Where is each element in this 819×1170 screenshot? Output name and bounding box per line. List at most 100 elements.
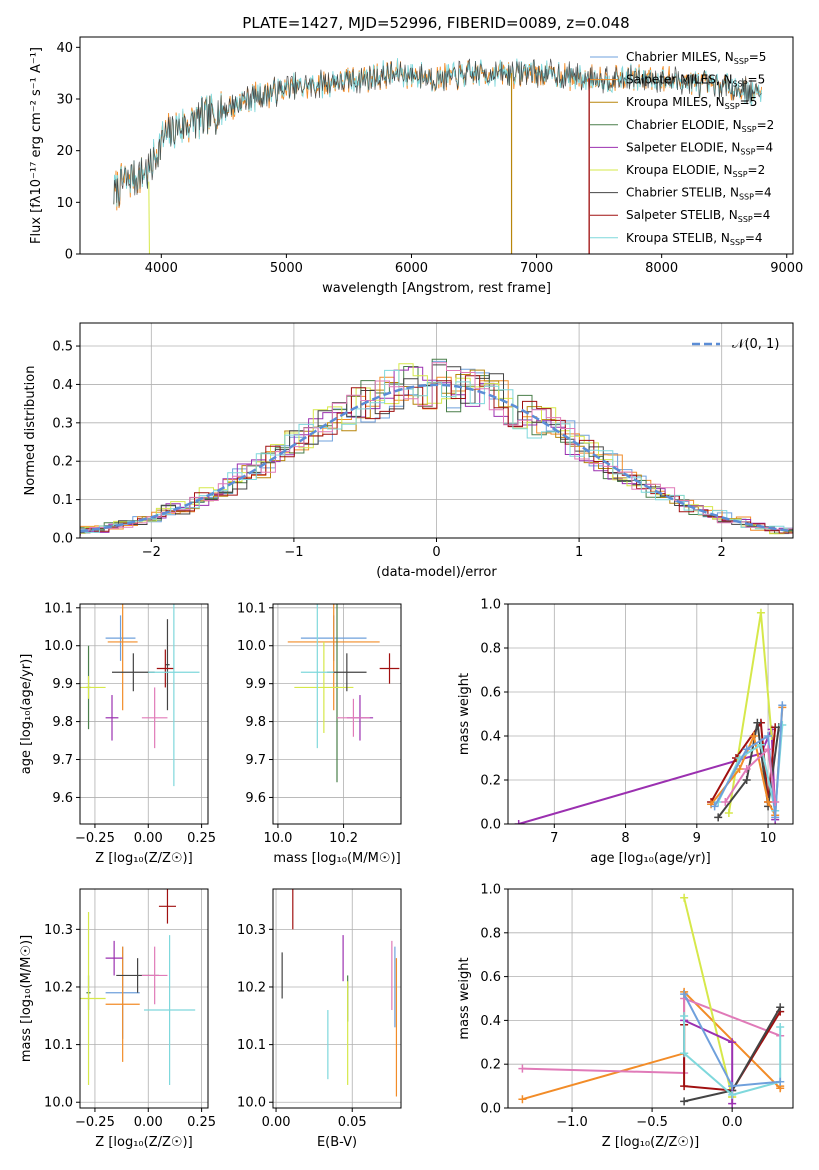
- legend-eq: =4: [754, 186, 772, 200]
- x-axis-label: E(B-V): [317, 1135, 357, 1150]
- error-point: [141, 687, 168, 749]
- weight-marker: [742, 765, 751, 773]
- axes-age-weight: [508, 603, 793, 825]
- histogram-step: [80, 360, 793, 535]
- legend-entry: Kroupa MILES, NSSP=5: [626, 95, 757, 111]
- legend-sub: SSP: [734, 57, 749, 66]
- y-axis-label: age [log₁₀(age/yr)]: [19, 654, 34, 775]
- x-axis-label: Z [log₁₀(Z/Z☉)]: [95, 851, 192, 866]
- weight-marker: [771, 798, 780, 806]
- x-axis-label: Z [log₁₀(Z/Z☉)]: [95, 1135, 192, 1150]
- y-tick-label: 10.0: [237, 1096, 266, 1111]
- axes-Z-age: [80, 604, 208, 824]
- error-point: [300, 604, 334, 749]
- error-point: [112, 653, 155, 692]
- histogram-step: [80, 364, 793, 534]
- histogram-step: [80, 369, 793, 533]
- spectrum-line: [113, 58, 762, 207]
- x-tick-label: 8000: [645, 261, 678, 276]
- weight-marker: [680, 990, 689, 999]
- axes-Z-mass: [80, 889, 208, 1108]
- y-tick-label: 10.3: [237, 923, 266, 938]
- weight-marker: [756, 740, 765, 749]
- error-point: [80, 676, 106, 699]
- plot-Z-weight: [518, 893, 785, 1108]
- error-point: [337, 698, 370, 737]
- plot-frame: [507, 603, 794, 825]
- y-tick-label: 10.1: [237, 601, 266, 616]
- error-point: [105, 695, 119, 741]
- gaussian-curve: [80, 383, 793, 533]
- weight-marker: [778, 701, 787, 710]
- legend-eq: =2: [748, 163, 766, 177]
- weight-marker: [771, 813, 780, 822]
- y-tick-label: 10.2: [237, 980, 266, 995]
- y-tick-label: 0.6: [480, 686, 501, 701]
- weight-marker: [514, 820, 523, 824]
- weight-line: [683, 897, 734, 1098]
- weight-line: [522, 989, 782, 1101]
- error-point: [105, 946, 140, 1062]
- histogram-step: [80, 375, 793, 534]
- y-tick-label: 10.0: [44, 639, 73, 654]
- y-tick-label: 9.9: [245, 677, 266, 692]
- error-point: [379, 653, 400, 684]
- legend-sub: SSP: [742, 125, 757, 134]
- weight-marker: [735, 765, 744, 773]
- x-tick-label: 0.25: [187, 831, 216, 846]
- weight-marker: [728, 1038, 737, 1047]
- weight-marker: [680, 893, 689, 902]
- x-tick-label: 0.00: [134, 1115, 163, 1130]
- plot-spectrum: [113, 58, 762, 254]
- x-tick-label: 0.05: [338, 1115, 367, 1130]
- weight-marker: [728, 1099, 737, 1108]
- y-tick-label: 0.4: [480, 730, 501, 745]
- y-tick-label: 9.9: [52, 677, 73, 692]
- y-tick-label: 0.0: [480, 1102, 501, 1117]
- y-tick-label: 1.0: [480, 883, 501, 898]
- x-tick-label: 9: [693, 831, 701, 846]
- plot-frame: [79, 603, 209, 825]
- y-tick-label: 10.1: [44, 601, 73, 616]
- frame-Z-weight: −1.0 −0.5 0.0 0.0 0.2 0.4 0.6 0.8 1.0 Z [log₁₀(Z/…: [457, 883, 794, 1150]
- legend-entry: Salpeter ELODIE, NSSP=4: [626, 140, 773, 156]
- x-tick-label: 5000: [270, 261, 303, 276]
- axes-ebv-mass: [273, 889, 401, 1108]
- x-tick-label: 0.25: [187, 1115, 216, 1130]
- y-tick-label: 0.4: [480, 1014, 501, 1029]
- y-tick-label: 0.5: [52, 340, 73, 355]
- weight-marker: [518, 1064, 527, 1073]
- error-point: [105, 940, 123, 976]
- weight-marker: [680, 1082, 689, 1091]
- legend-entry: Chabrier MILES, NSSP=5: [626, 50, 766, 66]
- weight-marker: [710, 802, 719, 811]
- error-point: [105, 615, 136, 661]
- weight-marker: [756, 608, 765, 617]
- error-point: [148, 604, 200, 787]
- legend-entry: Kroupa STELIB, NSSP=4: [626, 231, 763, 247]
- weight-line: [724, 747, 777, 803]
- error-point: [80, 912, 106, 1085]
- y-tick-label: 9.6: [245, 791, 266, 806]
- y-tick-label: 0.2: [480, 774, 501, 789]
- frame-Z-mass: −0.25 0.00 0.25 10.0 10.1 10.2 10.3 Z [log₁₀(Z/…: [19, 888, 216, 1150]
- x-tick-label: −0.25: [75, 1115, 115, 1130]
- legend-sub: SSP: [740, 147, 755, 156]
- weight-marker: [714, 813, 723, 822]
- y-tick-label: 0.6: [480, 970, 501, 985]
- error-point: [141, 946, 168, 1005]
- y-tick-label: 20: [56, 144, 73, 159]
- x-tick-label: −2: [142, 545, 161, 560]
- legend-eq: =4: [753, 208, 771, 222]
- weight-line: [518, 728, 777, 824]
- y-tick-label: 0.0: [52, 532, 73, 547]
- weight-marker: [776, 1003, 785, 1012]
- y-tick-label: 30: [56, 93, 73, 108]
- legend-sub: SSP: [739, 193, 754, 202]
- x-axis-label: mass [log₁₀(M/M☉)]: [273, 851, 400, 866]
- error-point: [107, 604, 138, 711]
- legend-sub: SSP: [733, 80, 748, 89]
- weight-marker: [776, 1022, 785, 1031]
- plot-ebv-mass: [281, 889, 398, 1097]
- legend-spectrum: Chabrier MILES, NSSP=5 Salpeter MILES, NS…: [590, 50, 774, 247]
